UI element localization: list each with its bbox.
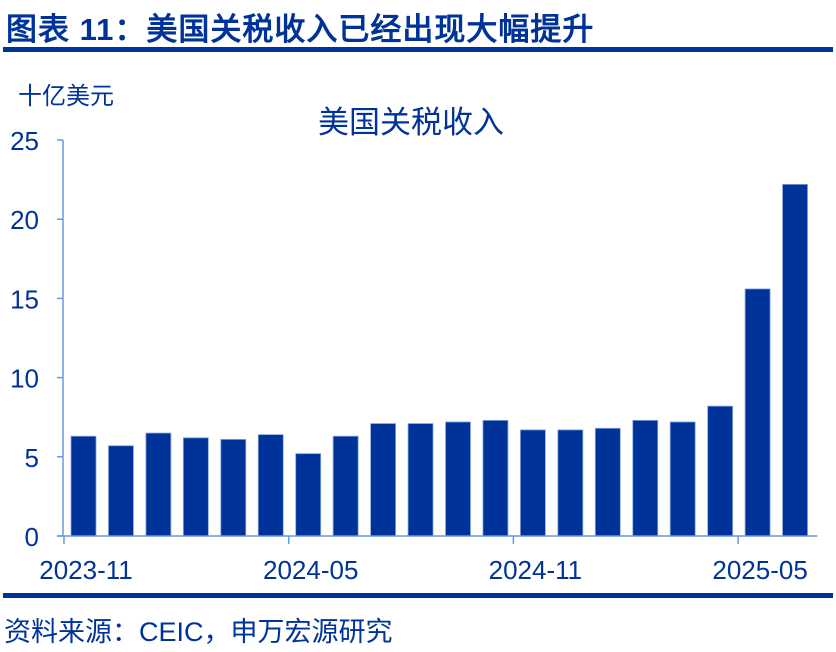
bar-2024-11: [520, 429, 546, 537]
figure-title: 图表 11：美国关税收入已经出现大幅提升: [6, 12, 595, 47]
bar-2024-03: [220, 438, 247, 537]
bar-2023-11: [70, 435, 97, 537]
bar-series: [70, 183, 808, 537]
bar-2025-05: [744, 288, 771, 537]
x-tick-label: 2024-11: [489, 555, 583, 585]
title-divider: [3, 47, 833, 52]
bar-2024-06: [332, 435, 359, 537]
chart-title-text: 美国关税收入: [318, 105, 504, 140]
x-axis: 2023-11 2024-05 2024-11 2025-05: [39, 535, 818, 585]
y-axis: 0 5 10 15 20 25: [10, 126, 64, 552]
y-tick-label: 5: [25, 443, 39, 473]
x-tick-label: 2025-05: [712, 555, 807, 585]
bar-2025-04: [707, 405, 734, 537]
x-tick-label: 2023-11: [39, 555, 133, 585]
y-axis-unit-label: 十亿美元: [18, 83, 114, 110]
bar-2025-03: [669, 421, 696, 537]
x-tick-label: 2024-05: [263, 555, 358, 585]
bar-2024-01: [145, 432, 172, 537]
bar-2024-02: [182, 437, 209, 537]
y-tick-label: 15: [10, 284, 39, 314]
bar-2024-05: [295, 453, 322, 537]
chart-title: 美国关税收入: [0, 97, 836, 142]
bar-2024-08: [407, 423, 434, 537]
source-note: 资料来源：CEIC，申万宏源研究: [4, 617, 393, 647]
y-tick-label: 25: [10, 126, 39, 156]
bar-2024-10: [482, 419, 509, 537]
y-tick-label: 20: [10, 205, 39, 235]
bar-2024-12: [557, 429, 584, 537]
bar-chart: 0 5 10 15 20 25 2023-11 2024-05 2024-11 2025-05: [10, 126, 818, 585]
source-divider: [3, 593, 833, 598]
y-tick-label: 10: [10, 364, 39, 394]
bar-2024-07: [370, 423, 397, 537]
bar-2025-06: [782, 183, 808, 537]
y-tick-label: 0: [25, 522, 39, 552]
bar-2024-04: [257, 434, 284, 537]
bar-2025-01: [594, 427, 621, 537]
bar-2025-02: [632, 419, 659, 537]
bar-2023-12: [108, 445, 134, 537]
bar-2024-09: [445, 421, 471, 537]
